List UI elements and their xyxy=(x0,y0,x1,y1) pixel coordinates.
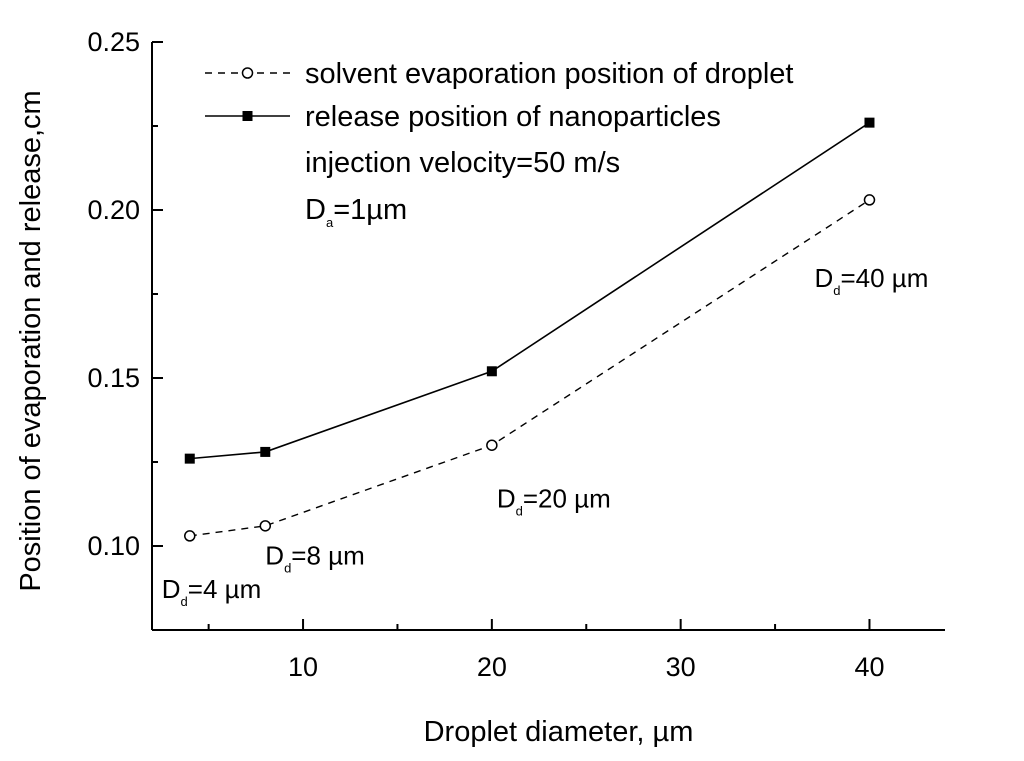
data-point-circle xyxy=(863,194,876,206)
x-tick-label: 40 xyxy=(854,652,884,682)
annotation-label: Dd=4 µm xyxy=(162,574,262,609)
data-point-square xyxy=(486,366,497,377)
x-axis-title: Droplet diameter, µm xyxy=(424,716,694,748)
annotation-label-rest: =4 µm xyxy=(188,574,262,604)
annotation-label-main: D xyxy=(265,540,284,570)
annotation-label-sub: d xyxy=(181,594,188,609)
y-tick-label: 0.20 xyxy=(87,195,140,225)
annotation-label-sub: d xyxy=(516,503,523,518)
legend-da-label-sub: a xyxy=(326,215,334,230)
data-point-square xyxy=(864,117,875,128)
legend-marker-square xyxy=(242,111,253,121)
legend-da-label-rest: =1µm xyxy=(333,194,407,226)
annotation-label: Dd=8 µm xyxy=(265,540,365,575)
x-tick-label: 30 xyxy=(666,652,696,682)
data-point-square xyxy=(260,446,271,457)
annotation-label-rest: =40 µm xyxy=(840,263,928,293)
series-line-2 xyxy=(189,121,870,460)
data-point-square xyxy=(184,453,195,464)
annotation-label: Dd=40 µm xyxy=(814,263,928,298)
legend-da-label: Da=1µm xyxy=(305,194,407,230)
x-tick-label: 20 xyxy=(477,652,507,682)
annotation-label-sub: d xyxy=(833,283,840,298)
annotation-label-main: D xyxy=(814,263,833,293)
y-axis-title: Position of evaporation and release,cm xyxy=(15,90,47,591)
y-tick-label: 0.10 xyxy=(87,531,140,561)
legend-marker-circle xyxy=(241,67,254,79)
y-tick-label: 0.15 xyxy=(87,363,140,393)
legend-note: injection velocity=50 m/s xyxy=(305,147,620,179)
x-tick-label: 10 xyxy=(288,652,318,682)
annotation-label-rest: =8 µm xyxy=(291,540,365,570)
annotation-label-rest: =20 µm xyxy=(523,483,611,513)
annotation-label: Dd=20 µm xyxy=(497,483,611,518)
data-point-circle xyxy=(486,439,498,451)
legend-label-2: release position of nanoparticles xyxy=(305,101,721,133)
annotation-label-main: D xyxy=(162,574,181,604)
legend-label-1: solvent evaporation position of droplet xyxy=(305,58,793,90)
data-point-circle xyxy=(259,520,272,532)
data-point-circle xyxy=(184,530,196,542)
y-tick-label: 0.25 xyxy=(87,27,140,57)
annotation-label-sub: d xyxy=(284,560,291,575)
series-line-1 xyxy=(189,199,870,537)
legend-da-label-main: D xyxy=(305,194,326,226)
annotation-label-main: D xyxy=(497,483,516,513)
